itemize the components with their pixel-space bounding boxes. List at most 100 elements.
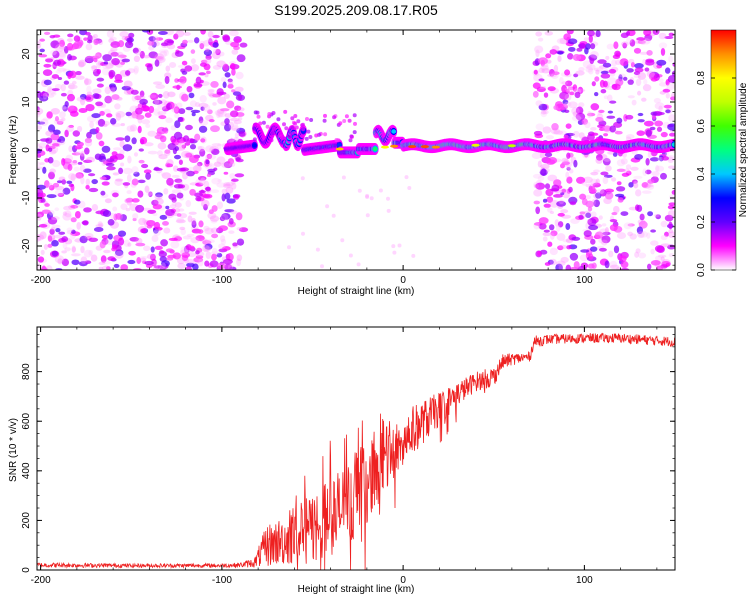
heatmap-cell [207,212,217,220]
heatmap-cell [127,155,132,164]
heatmap-cell [212,64,222,70]
heatmap-cell [54,255,65,264]
heatmap-cell [191,217,197,226]
heatmap-cell [173,33,179,40]
heatmap-cell [72,160,78,164]
heatmap-cell [668,252,675,258]
heatmap-cell [216,110,227,118]
heatmap-cell [115,178,124,182]
heatmap-cell [42,92,48,100]
heatmap-cell [68,173,77,181]
heatmap-cell [133,55,141,63]
heatmap-cell [124,41,134,49]
colorbar-tick-label: 0.8 [696,71,707,85]
heatmap-cell [634,67,644,73]
heatmap-cell [40,249,45,256]
heatmap-cell [282,136,287,141]
heatmap-cell [549,258,557,266]
heatmap-cell [210,219,218,224]
heatmap-cell [71,253,81,257]
heatmap-cell [271,111,276,115]
heatmap-cell [154,221,161,230]
heatmap-cell [184,151,194,159]
heatmap-cell [51,74,60,79]
heatmap-cell [549,210,555,215]
heatmap-cell [49,228,55,235]
heatmap-cell [191,220,197,228]
heatmap-cell [104,95,114,103]
heatmap-cell [533,183,540,189]
heatmap-cell [68,183,74,187]
heatmap-cell [174,50,184,57]
heatmap-cell [67,33,74,38]
heatmap-cell [595,117,604,122]
heatmap-cell [37,125,43,130]
heatmap-cell [60,83,66,92]
heatmap-cell [538,217,549,225]
heatmap-cell [52,182,60,188]
heatmap-cell [269,138,274,143]
heatmap-cell [139,90,145,98]
heatmap-cell [207,30,214,38]
x-tick-label: -200 [31,575,51,586]
heatmap-cell [293,114,298,118]
heatmap-cell [627,231,633,237]
heatmap-cell [153,108,161,116]
heatmap-cell [290,125,295,130]
heatmap-cell [108,38,115,44]
heatmap-cell [221,213,231,220]
heatmap-cell [611,212,618,216]
heatmap-cell [391,129,397,134]
heatmap-cell [83,168,92,173]
heatmap-cell [587,30,595,37]
heatmap-cell [106,30,115,38]
colorbar-tick-label: 0.4 [696,167,707,181]
heatmap-cell [547,157,558,164]
heatmap-cell [560,209,569,214]
heatmap-cell [179,226,186,231]
heatmap-cell [68,204,77,210]
heatmap-cell [664,231,669,237]
heatmap-cell [579,193,587,200]
heatmap-cell [139,50,145,59]
heatmap-cell [114,73,123,82]
heatmap-cell [283,109,288,114]
heatmap-cell [131,178,139,186]
heatmap-cell [139,98,148,105]
heatmap-cell [293,121,298,126]
heatmap-cell [163,227,171,234]
heatmap-cell [593,192,601,200]
heatmap-cell [176,213,182,217]
heatmap-cell [37,40,42,49]
heatmap-cell [252,143,257,148]
heatmap-cell [579,254,589,262]
heatmap-cell [603,197,612,205]
heatmap-cell [48,184,55,191]
heatmap-cell [166,159,174,167]
heatmap-cell [564,101,572,107]
heatmap-cell [565,80,573,87]
heatmap-cell [152,99,163,105]
heatmap-cell [100,255,107,263]
heatmap-cell [325,204,330,209]
heatmap-cell [431,145,440,149]
heatmap-cell [181,93,189,102]
heatmap-cell [616,267,621,270]
heatmap-cell [51,216,60,221]
heatmap-cell [142,30,150,33]
heatmap-cell [538,67,545,74]
heatmap-cell [58,176,66,181]
heatmap-cell [655,111,665,116]
heatmap-cell [664,214,674,222]
heatmap-cell [569,91,575,96]
heatmap-cell [344,114,349,119]
heatmap-cell [124,70,131,76]
heatmap-cell [165,65,171,72]
heatmap-cell [578,132,585,139]
heatmap-cell [146,219,156,227]
heatmap-cell [590,126,597,131]
heatmap-cell [229,160,234,165]
heatmap-cell [223,93,230,99]
heatmap-cell [573,73,579,78]
heatmap-cell [565,123,572,129]
